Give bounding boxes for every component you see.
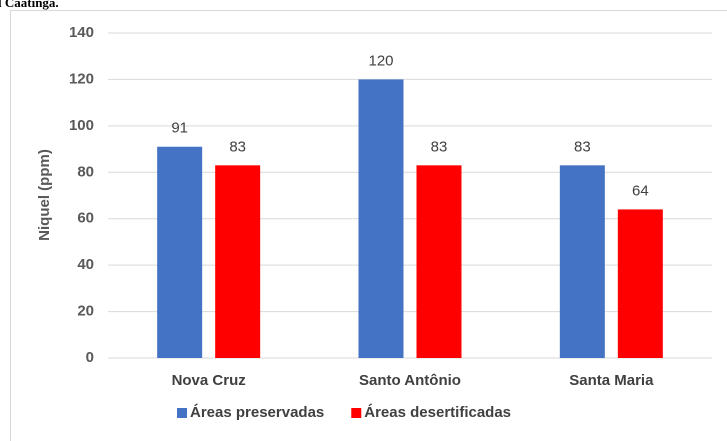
y-tick-label: 40 <box>77 256 94 273</box>
legend-label: Áreas desertificadas <box>364 404 511 421</box>
y-axis-title: Niquel (ppm) <box>36 149 53 241</box>
data-label: 83 <box>574 138 591 155</box>
y-tick-label: 0 <box>86 349 94 366</box>
x-tick-label: Nova Cruz <box>172 372 246 389</box>
bar <box>358 79 404 358</box>
header-text: l Caatinga. <box>0 0 59 10</box>
y-tick-label: 20 <box>77 303 94 320</box>
bar <box>416 165 462 358</box>
y-tick-label: 100 <box>69 117 94 134</box>
y-tick-label: 120 <box>69 70 94 87</box>
x-tick-label: Santa Maria <box>569 372 654 389</box>
legend-swatch <box>177 408 187 418</box>
data-label: 91 <box>171 120 188 137</box>
bar <box>617 209 663 358</box>
data-label: 64 <box>632 182 649 199</box>
bar <box>215 165 261 358</box>
legend-swatch <box>351 408 362 418</box>
data-label: 83 <box>229 138 246 155</box>
x-tick-label: Santo Antônio <box>359 372 461 389</box>
bar <box>157 146 203 358</box>
y-tick-label: 60 <box>77 210 94 227</box>
data-label: 83 <box>431 138 448 155</box>
y-tick-label: 140 <box>69 24 94 41</box>
bar <box>559 165 605 358</box>
y-tick-label: 80 <box>77 163 94 180</box>
legend-label: Áreas preservadas <box>190 404 324 421</box>
data-label: 120 <box>368 52 393 69</box>
